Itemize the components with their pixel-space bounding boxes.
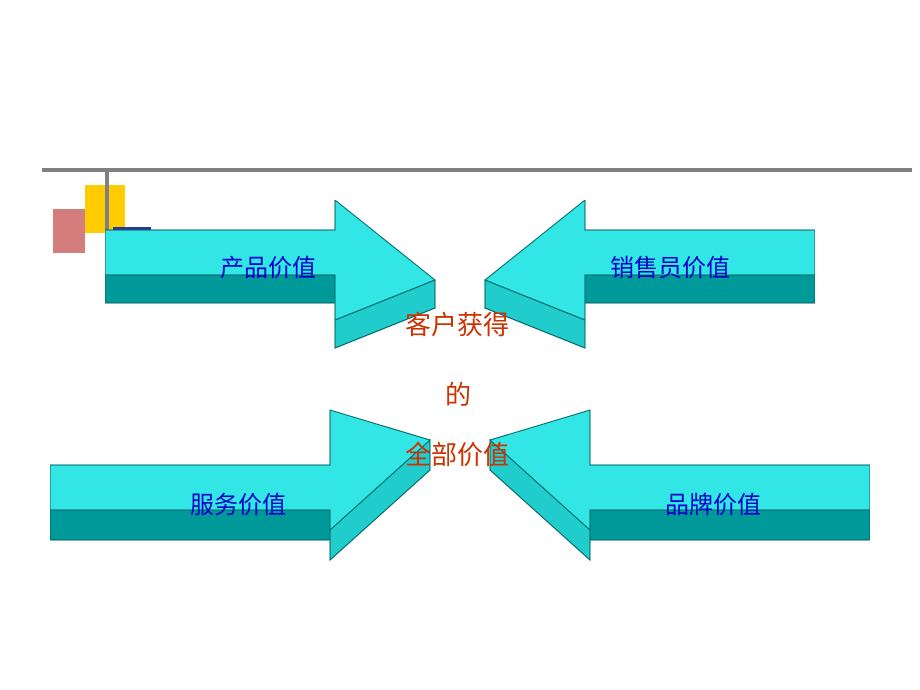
center-line-3: 全部价值 [405,435,509,472]
label-bottom-left: 服务价值 [190,485,286,520]
center-line-2: 的 [445,375,471,412]
center-line-1: 客户获得 [405,305,509,342]
label-top-left: 产品价值 [220,248,316,283]
label-top-right: 销售员价值 [610,248,730,283]
arrow-bottom-right [470,370,870,590]
header-horizontal-line [42,168,912,172]
label-bottom-right: 品牌价值 [665,485,761,520]
arrows-diagram: 产品价值 销售员价值 服务价值 品牌价值 客户获得 的 全部价值 [60,200,860,600]
arrow-bottom-left [50,370,450,590]
